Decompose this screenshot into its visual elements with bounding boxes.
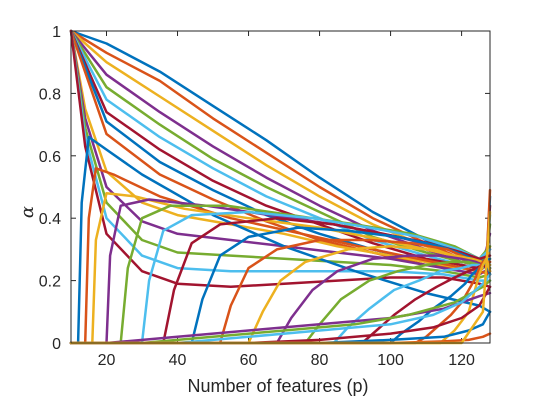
y-axis-label: α (17, 206, 38, 218)
plot-box (70, 30, 491, 344)
y-tick-label: 0.8 (39, 86, 61, 103)
x-tick-label: 80 (311, 352, 329, 369)
series-line-20 (69, 210, 492, 345)
series-line-12 (69, 29, 492, 279)
y-tick-label: 1 (52, 24, 61, 41)
series-line-31 (69, 257, 492, 345)
series-line-25 (69, 254, 492, 345)
x-axis-label: Number of features (p) (187, 376, 368, 396)
series-group (69, 29, 492, 345)
y-tick-label: 0.6 (39, 149, 61, 166)
axes-frame (70, 30, 491, 344)
x-tick-label: 60 (240, 352, 258, 369)
series-line-21 (69, 216, 492, 345)
series-line-14 (69, 29, 492, 289)
axes: 20 40 60 80 100 120 0 0.2 0.4 0.6 0.8 1 (39, 24, 490, 369)
y-tick-label: 0 (52, 336, 61, 353)
series-line-32 (69, 291, 492, 345)
series-line-22 (69, 226, 492, 345)
x-tick-label: 120 (448, 352, 475, 369)
x-tick-label: 20 (98, 352, 116, 369)
series-line-24 (69, 245, 492, 345)
series-line-15 (69, 135, 492, 345)
x-tick-label: 100 (377, 352, 404, 369)
series-line-34 (69, 273, 492, 345)
x-tick-label: 40 (169, 352, 187, 369)
y-tick-label: 0.4 (39, 211, 61, 228)
y-tick-label: 0.2 (39, 274, 61, 291)
